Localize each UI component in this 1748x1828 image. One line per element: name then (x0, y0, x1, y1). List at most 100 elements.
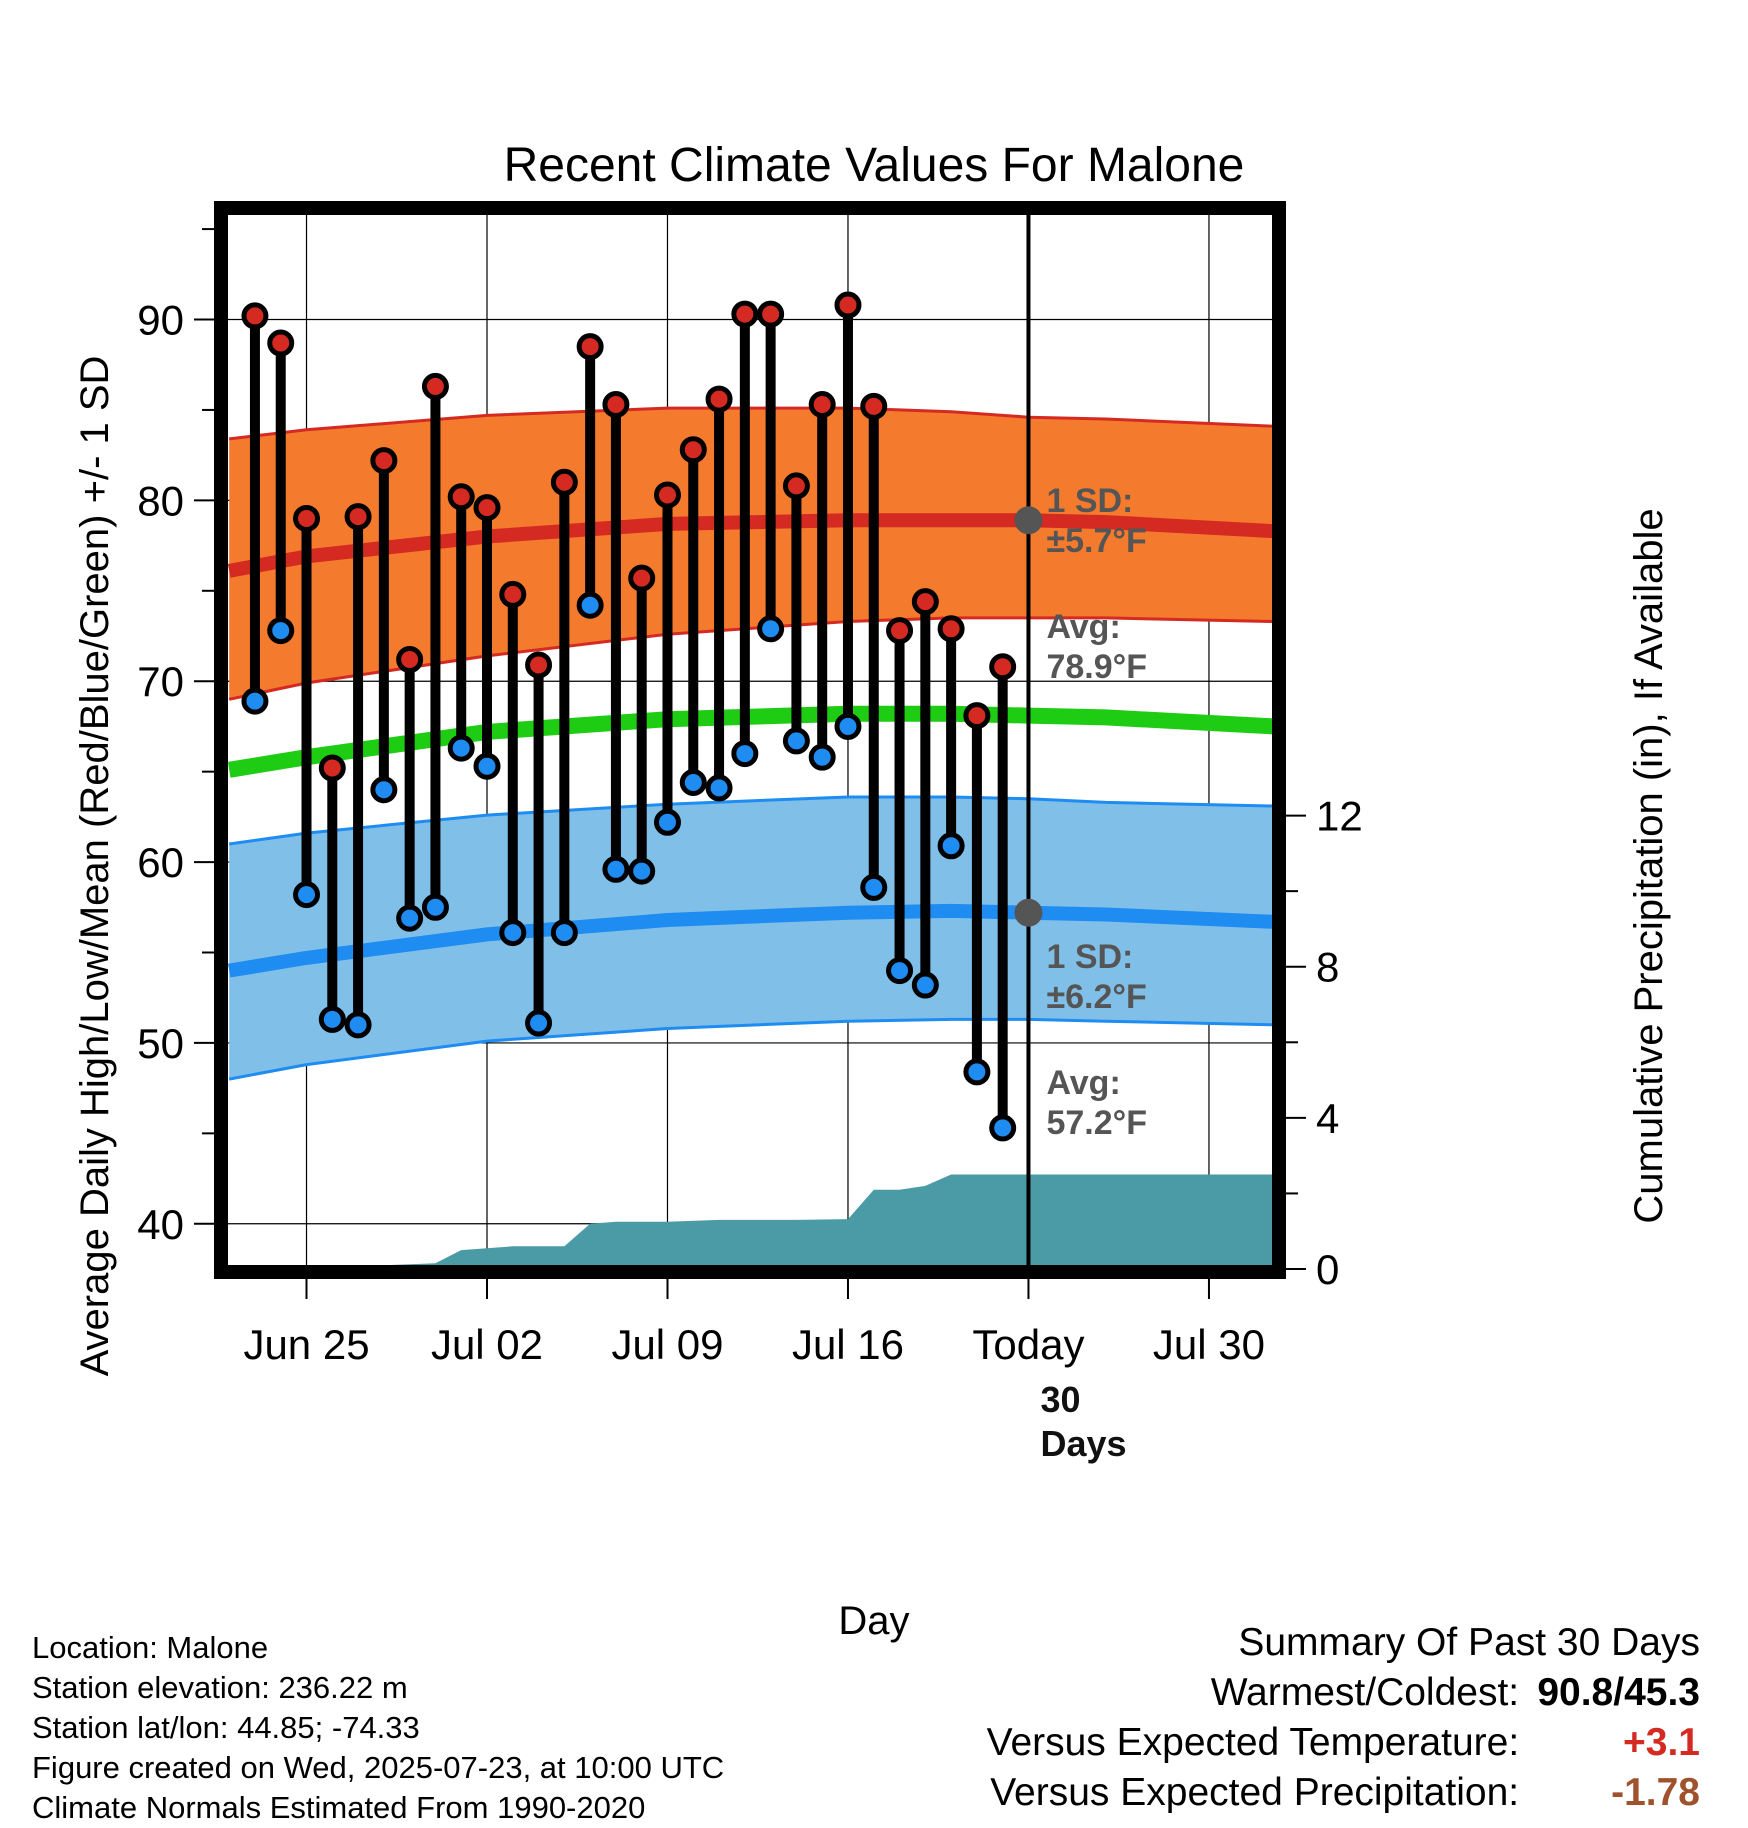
y2-tick-label: 0 (1316, 1246, 1339, 1293)
daily-low-point (937, 832, 965, 860)
low-sd-lower-line (228, 1017, 1274, 1081)
y-tick-label: 70 (137, 658, 184, 705)
daily-low-point (499, 919, 527, 947)
daily-high-point (705, 385, 733, 413)
precip-area (229, 1174, 1274, 1269)
high-avg-annotation: Avg: 78.9°F (1046, 608, 1147, 686)
daily-high-point (473, 494, 501, 522)
daily-low-point (757, 615, 785, 643)
daily-high-point (318, 754, 346, 782)
created-text: Figure created on Wed, 2025-07-23, at 10… (32, 1750, 725, 1785)
daily-low-point (473, 752, 501, 780)
daily-low-point (421, 893, 449, 921)
summary-warmest-row: Warmest/Coldest: 90.8/45.3 (987, 1668, 1700, 1718)
precip-value: -1.78 (1611, 1771, 1700, 1814)
normals-text: Climate Normals Estimated From 1990-2020 (32, 1790, 646, 1825)
chart-title: Recent Climate Values For Malone (504, 139, 1245, 192)
low-sd-band (229, 797, 1274, 1080)
daily-high-point (293, 504, 321, 532)
high-sd-annotation: 1 SD: ±5.7°F (1046, 482, 1146, 560)
temp-label: Versus Expected Temperature: (986, 1721, 1520, 1764)
daily-high-point (550, 468, 578, 496)
daily-high-point (370, 447, 398, 475)
daily-high-point (911, 588, 939, 616)
warmest-label: Warmest/Coldest: (1210, 1671, 1520, 1714)
daily-high-point (808, 391, 836, 419)
latlon-text: Station lat/lon: 44.85; -74.33 (32, 1710, 420, 1745)
daily-low-point (989, 1114, 1017, 1142)
daily-low-point (344, 1011, 372, 1039)
temp-value: +3.1 (1623, 1721, 1700, 1764)
daily-high-point (396, 646, 424, 674)
daily-high-point (782, 472, 810, 500)
daily-low-point (525, 1009, 553, 1037)
daily-low-point (576, 591, 604, 619)
daily-low-point (293, 881, 321, 909)
daily-high-point (447, 483, 475, 511)
daily-low-point (267, 617, 295, 645)
daily-low-point (834, 712, 862, 740)
summary-heading: Summary Of Past 30 Days (1238, 1621, 1700, 1664)
daily-high-point (421, 372, 449, 400)
daily-high-point (653, 481, 681, 509)
avg-low-dot (1014, 898, 1043, 927)
daily-high-point (344, 503, 372, 531)
daily-low-point (808, 743, 836, 771)
daily-low-point (963, 1058, 991, 1086)
daily-low-point (653, 808, 681, 836)
y-tick-label: 80 (137, 477, 184, 524)
daily-high-point (860, 392, 888, 420)
y2-tick-label: 4 (1316, 1095, 1339, 1142)
daily-high-point (834, 291, 862, 319)
daily-high-point (757, 300, 785, 328)
daily-high-point (241, 302, 269, 330)
daily-low-point (602, 855, 630, 883)
daily-high-point (602, 391, 630, 419)
daily-low-point (396, 904, 424, 932)
x-tick-label: Jul 30 (1153, 1321, 1265, 1368)
precip-label: Versus Expected Precipitation: (990, 1771, 1520, 1814)
daily-high-point (499, 580, 527, 608)
low-avg-annotation: Avg: 57.2°F (1046, 1064, 1147, 1142)
plot-area: 1 SD: ±5.7°F Avg: 78.9°F 1 SD: ±6.2°F Avg: 57.2… (137, 201, 1363, 1464)
daily-low-point (318, 1005, 346, 1033)
y-tick-label: 60 (137, 839, 184, 886)
daily-low-point (679, 769, 707, 797)
daily-low-point (370, 776, 398, 804)
warmest-value: 90.8/45.3 (1537, 1671, 1700, 1714)
location-text: Location: Malone (32, 1630, 269, 1665)
y-tick-label: 50 (137, 1020, 184, 1067)
y-tick-label: 40 (137, 1201, 184, 1248)
summary-precip-row: Versus Expected Precipitation: -1.78 (987, 1768, 1700, 1818)
x-tick-label: Jul 16 (792, 1321, 904, 1368)
low-sd-upper-line (228, 795, 1274, 846)
summary-panel: Summary Of Past 30 Days Warmest/Coldest:… (987, 1618, 1700, 1818)
daily-high-point (679, 436, 707, 464)
daily-low-point (447, 734, 475, 762)
daily-low-point (705, 774, 733, 802)
daily-high-point (963, 702, 991, 730)
daily-high-point (267, 329, 295, 357)
daily-low-point (911, 971, 939, 999)
y2-axis-label: Cumulative Precipitation (in), If Availa… (1627, 508, 1671, 1223)
daily-low-point (241, 687, 269, 715)
daily-low-point (782, 727, 810, 755)
y2-tick-label: 8 (1316, 944, 1339, 991)
daily-high-point (576, 333, 604, 361)
summary-temp-row: Versus Expected Temperature: +3.1 (987, 1718, 1700, 1768)
period-annotation: 30 Days (1040, 1379, 1126, 1464)
x-tick-label: Jun 25 (243, 1321, 369, 1368)
daily-low-point (628, 857, 656, 885)
plot-inner (224, 211, 1276, 1269)
daily-low-point (886, 957, 914, 985)
daily-low-point (860, 873, 888, 901)
daily-high-point (731, 300, 759, 328)
plot-frame (214, 201, 1286, 1279)
daily-high-point (886, 617, 914, 645)
y-tick-label: 90 (137, 297, 184, 344)
elevation-text: Station elevation: 236.22 m (32, 1670, 408, 1705)
daily-high-point (989, 653, 1017, 681)
station-info: Location: Malone Station elevation: 236.… (32, 1628, 724, 1828)
low-sd-annotation: 1 SD: ±6.2°F (1046, 938, 1146, 1016)
